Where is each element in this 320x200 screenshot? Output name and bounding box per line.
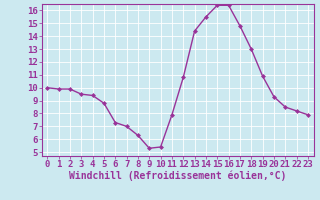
X-axis label: Windchill (Refroidissement éolien,°C): Windchill (Refroidissement éolien,°C) (69, 171, 286, 181)
